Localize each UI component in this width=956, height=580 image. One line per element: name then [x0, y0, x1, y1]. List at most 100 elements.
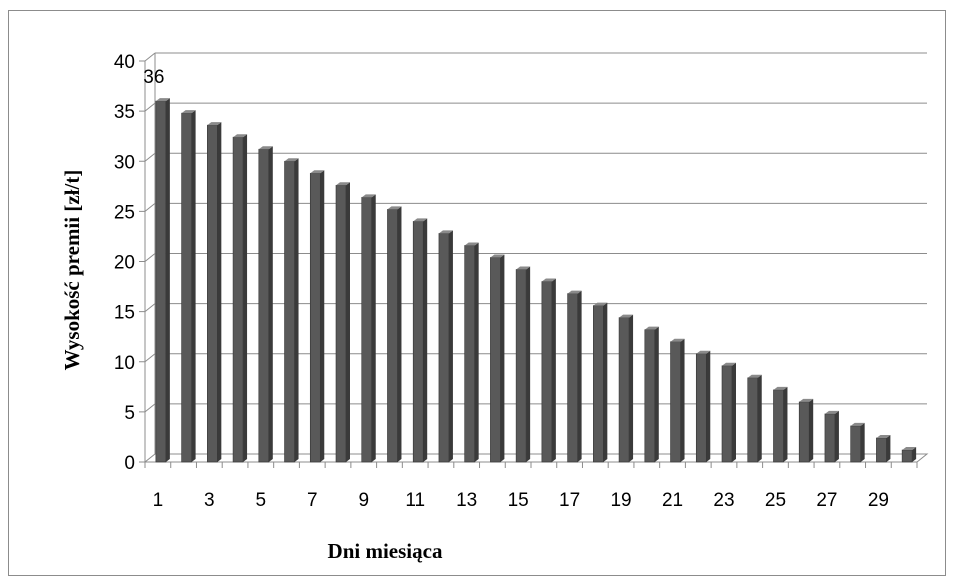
bar-top [258, 146, 273, 150]
bar-side [860, 422, 865, 462]
bar-side [912, 446, 917, 462]
x-tick-label: 29 [868, 490, 889, 511]
x-tick-label: 13 [456, 490, 477, 511]
bar-top [361, 194, 376, 198]
bar-side [629, 314, 634, 462]
bar-top [850, 422, 865, 426]
bar-top [619, 314, 634, 318]
bar-front [181, 112, 192, 463]
bar-side [243, 134, 248, 462]
bar [850, 422, 865, 463]
bar-top [670, 338, 685, 342]
y-tick-label: 0 [124, 453, 135, 474]
bar [541, 278, 556, 463]
bar-side [551, 278, 556, 462]
bar-side [732, 362, 736, 462]
bar-front [541, 281, 553, 463]
bar [387, 206, 402, 463]
y-tick-label: 25 [114, 202, 135, 223]
bar-top [464, 242, 479, 246]
y-tick-label: 5 [124, 403, 135, 424]
bar [258, 146, 273, 463]
bar [284, 158, 299, 463]
bar [773, 386, 788, 463]
bar [438, 230, 453, 463]
bar-top [876, 434, 891, 438]
y-axis-title: Wysokość premii [zł/t] [60, 170, 84, 371]
bar-top [233, 134, 248, 138]
bar [232, 134, 248, 463]
bar-top [207, 122, 222, 126]
bar-top [181, 110, 196, 114]
bar-top [541, 278, 556, 282]
bar [798, 398, 814, 463]
gridline-side [144, 403, 156, 413]
bar [412, 218, 428, 463]
bar-front [412, 221, 424, 463]
bar-top [284, 158, 299, 162]
bar-front [695, 353, 707, 463]
y-tick-label: 30 [114, 152, 135, 173]
bar-front [593, 305, 604, 463]
bar-front [284, 160, 295, 463]
bar-side [165, 98, 170, 462]
bar-front [773, 389, 784, 463]
bar-side [783, 386, 788, 462]
bar-front [464, 245, 475, 463]
bar-front [361, 197, 373, 463]
chart-frame: 0 5 10 15 20 25 30 35 40 1 3 5 7 9 11 13 15 17 19 21 23 25 27… [8, 10, 946, 576]
bar-front [850, 425, 861, 463]
bar-top [644, 326, 659, 330]
bar-side [371, 194, 376, 462]
bar-top [593, 302, 608, 306]
bar-side [526, 266, 531, 462]
x-tick-label: 15 [508, 490, 529, 511]
bar-side [217, 122, 222, 462]
bar-side [346, 182, 350, 462]
bar-side [474, 242, 479, 462]
bar [721, 362, 736, 463]
bar-side [654, 326, 659, 462]
bar-side [191, 110, 196, 462]
bar-front [232, 136, 244, 463]
bar-top [824, 410, 839, 414]
bar [155, 98, 170, 463]
y-tick-label: 35 [114, 102, 135, 123]
bar-front [258, 148, 270, 463]
bar-top [490, 254, 505, 258]
bar [207, 122, 222, 463]
bar-top [516, 266, 531, 270]
data-labels: 36 [143, 67, 164, 88]
y-tick-label: 15 [114, 303, 135, 324]
bar-front [721, 365, 733, 463]
bar-front [618, 317, 630, 463]
bar [644, 326, 659, 463]
bar-side [448, 230, 453, 462]
bar-front [644, 329, 656, 463]
bar [490, 254, 505, 463]
bar-side [809, 398, 814, 462]
bar-top [747, 374, 762, 378]
bar-front [490, 257, 501, 463]
bar-side [757, 374, 762, 462]
bar-side [603, 302, 608, 462]
bar-front [747, 377, 759, 463]
x-tick-label: 25 [765, 490, 786, 511]
bar [618, 314, 634, 463]
gridlines [144, 52, 927, 413]
bar-top [336, 182, 350, 186]
gridline-side [144, 353, 156, 363]
bar-side [423, 218, 428, 462]
bar-side [680, 338, 685, 462]
bar [747, 374, 762, 463]
x-tick-label: 27 [816, 490, 837, 511]
gridline-side [144, 152, 156, 162]
bar-front [438, 233, 450, 463]
bar-top [696, 350, 711, 354]
y-axis-ticks: 0 5 10 15 20 25 30 35 40 [114, 52, 145, 474]
bar-front [567, 293, 578, 463]
bars [155, 98, 917, 463]
x-tick-label: 7 [307, 490, 318, 511]
x-tick-label: 21 [662, 490, 683, 511]
x-tick-label: 5 [256, 490, 267, 511]
